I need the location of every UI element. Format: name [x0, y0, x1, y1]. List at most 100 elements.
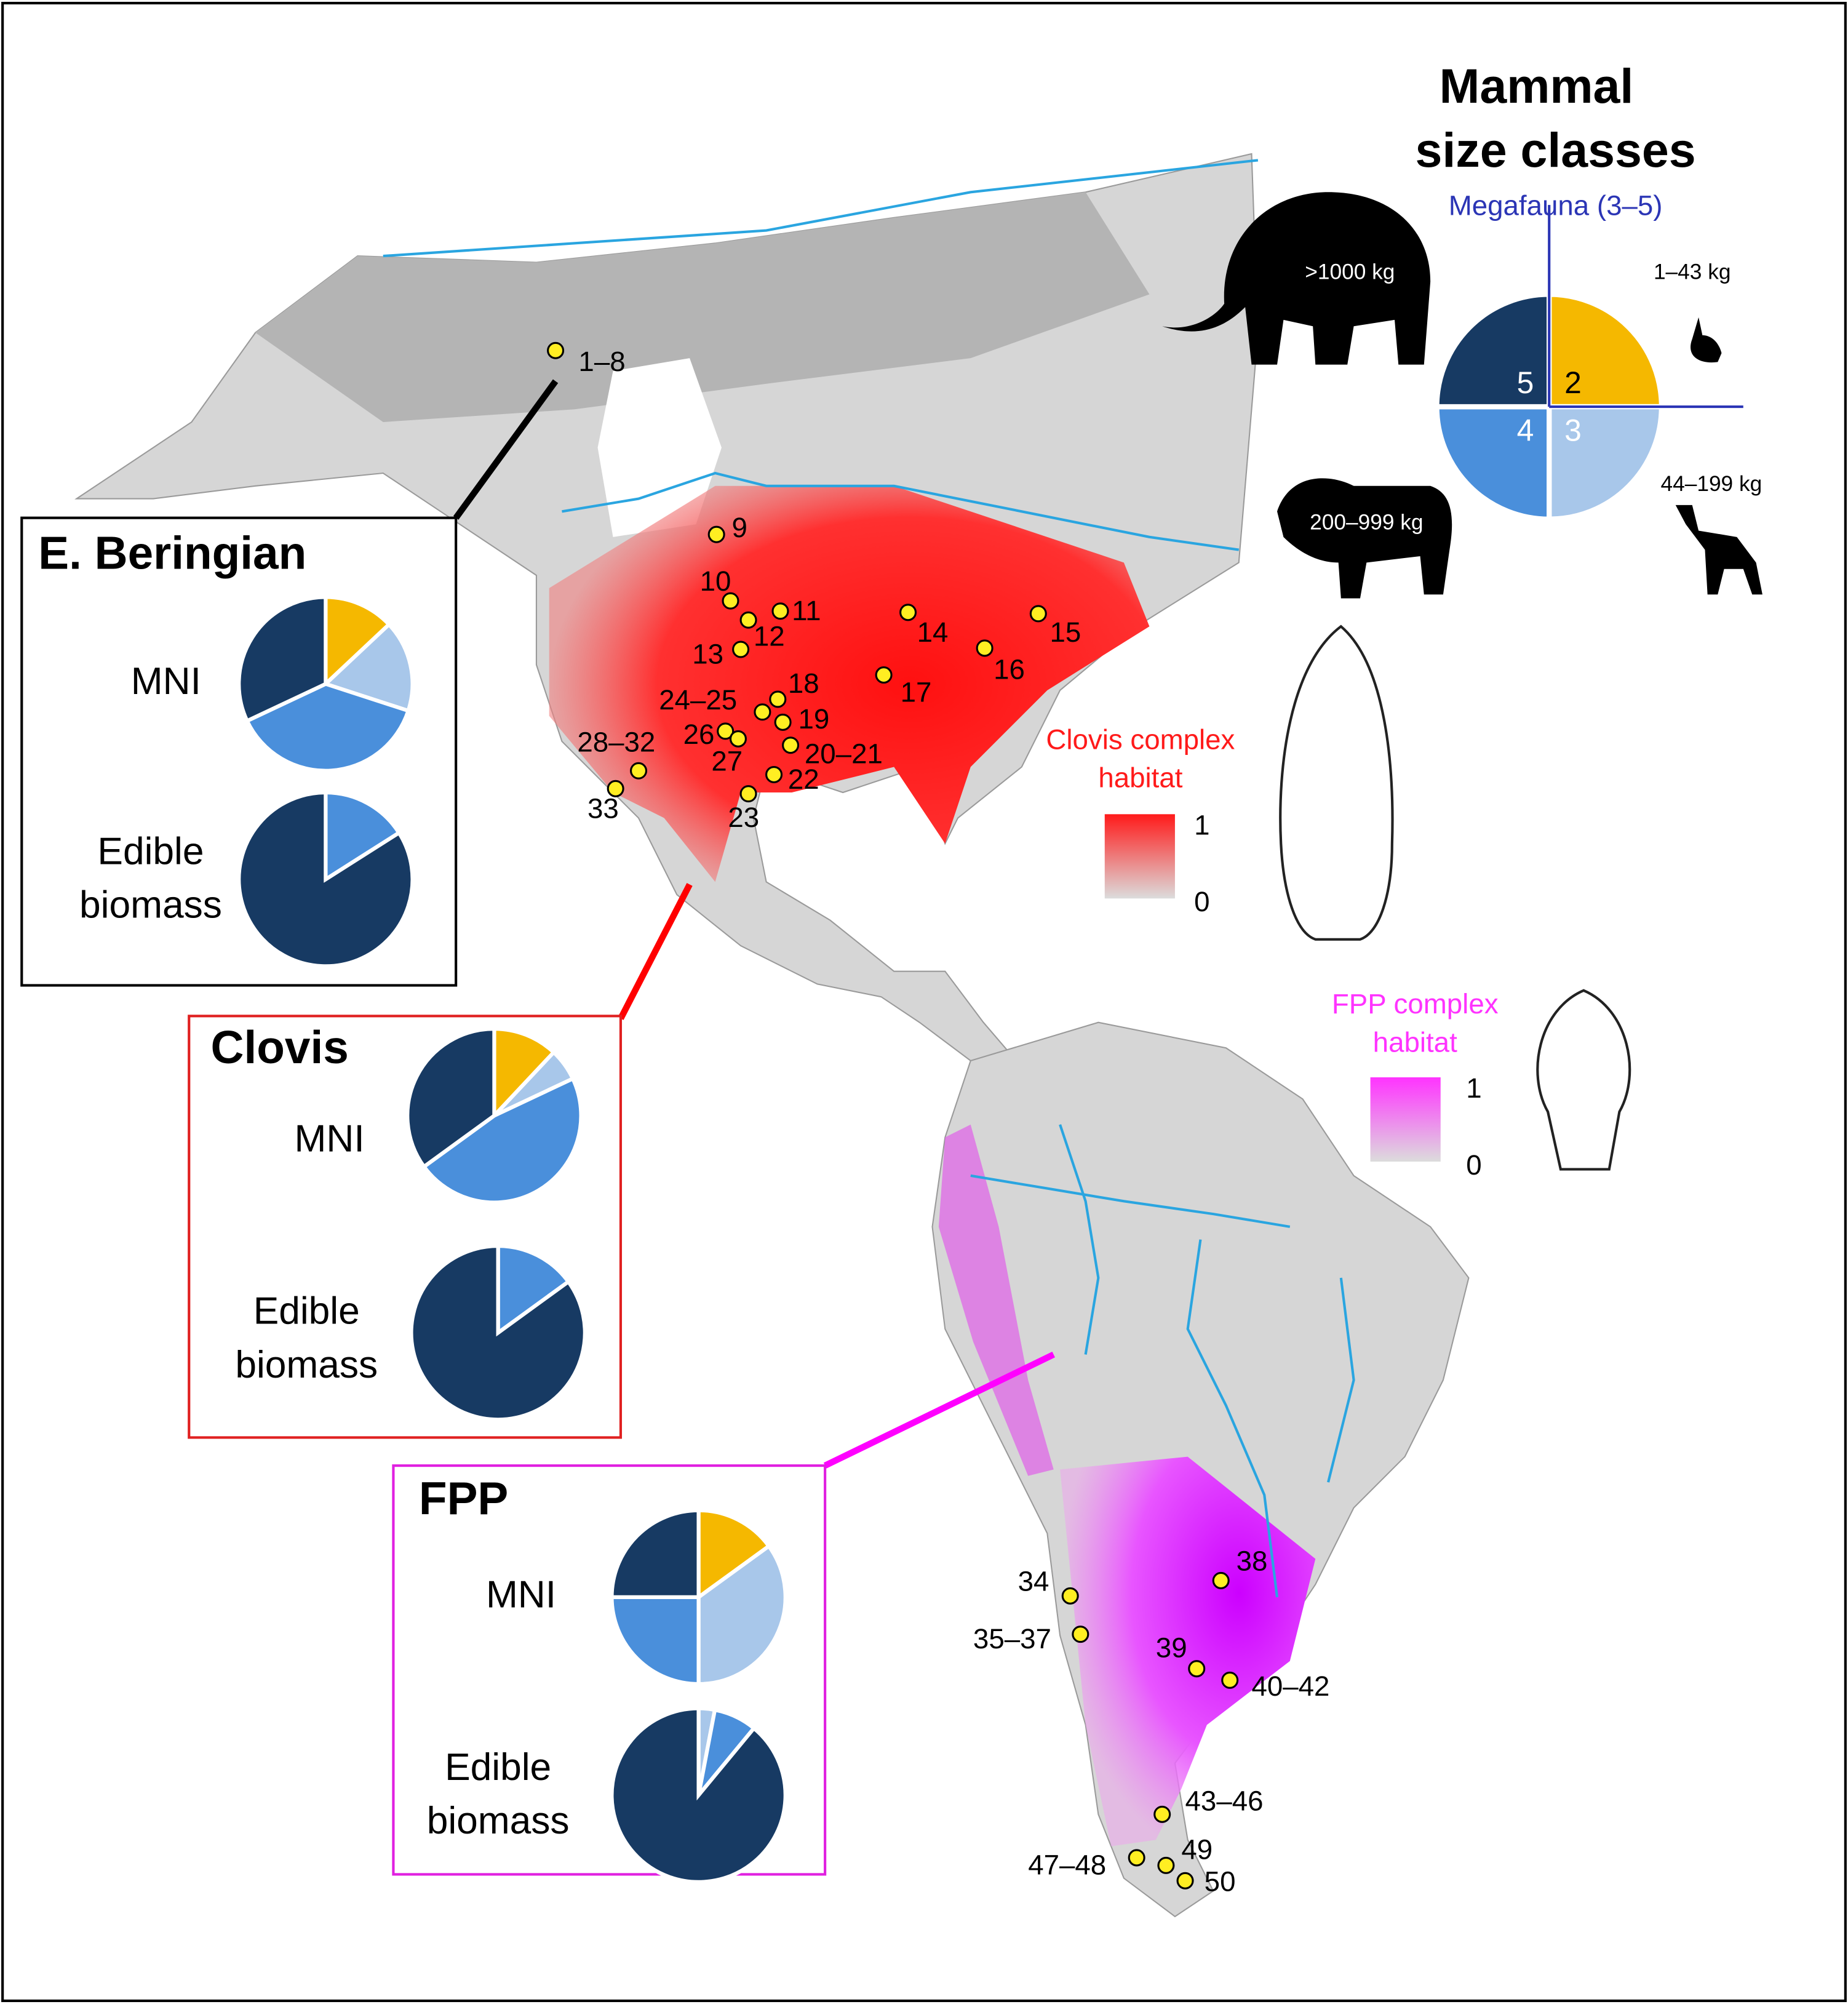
chart-label: Edible — [445, 1746, 551, 1789]
weight-label: 1–43 kg — [1654, 260, 1731, 284]
site-label: 14 — [917, 616, 949, 648]
chart-label: MNI — [486, 1574, 556, 1616]
weight-label: 200–999 kg — [1310, 510, 1423, 534]
site-marker — [1157, 1856, 1175, 1874]
pie-slice — [610, 1508, 701, 1600]
habitat-min: 0 — [1194, 886, 1209, 917]
site-label: 38 — [1237, 1545, 1268, 1576]
deer — [1675, 505, 1762, 595]
pie-slice — [324, 595, 392, 688]
habitat-label: FPP complex — [1332, 988, 1499, 1019]
pie-slice — [610, 1706, 787, 1884]
site-label: 12 — [754, 620, 785, 652]
hudson-bay — [597, 358, 722, 537]
map — [74, 153, 1470, 1918]
projectile-points — [1279, 624, 1631, 1171]
site-label: 1–8 — [578, 346, 625, 377]
title: size classes — [1416, 123, 1696, 177]
site-marker — [899, 604, 917, 621]
pie-slice — [496, 1243, 572, 1337]
size-class-quadrant — [1547, 404, 1665, 522]
site-marker — [739, 785, 757, 803]
site-marker — [875, 666, 893, 684]
site-marker — [607, 780, 624, 797]
site-label: 39 — [1156, 1632, 1187, 1663]
pie-slice — [696, 1508, 772, 1602]
habitat-min: 0 — [1466, 1149, 1481, 1181]
pie-slice — [244, 682, 411, 773]
site-marker — [765, 765, 783, 783]
site-label: 13 — [692, 638, 723, 669]
pie-slice — [324, 790, 402, 883]
site-label: 26 — [683, 719, 715, 750]
megafauna-label: Megafauna (3–5) — [1449, 190, 1663, 221]
size-class-number: 5 — [1517, 365, 1534, 400]
site-marker — [629, 762, 648, 780]
site-label: 19 — [799, 703, 830, 735]
pie-slice — [405, 1026, 496, 1170]
site-marker — [1029, 605, 1047, 623]
site-marker — [754, 703, 771, 721]
chart-label: MNI — [131, 660, 201, 703]
site-marker — [739, 611, 757, 629]
site-marker — [976, 639, 994, 657]
site-marker — [1072, 1626, 1089, 1643]
site-marker — [717, 722, 735, 740]
clovis-habitat — [549, 485, 1150, 882]
site-label: 23 — [728, 802, 759, 833]
site-label: 15 — [1049, 616, 1081, 648]
weight-label: >1000 kg — [1305, 260, 1395, 284]
site-label: 20–21 — [805, 738, 883, 769]
site-marker — [769, 690, 787, 708]
pie-slice — [237, 595, 328, 724]
site-marker — [1212, 1571, 1230, 1589]
mammoth — [1162, 192, 1431, 365]
pie-slice — [492, 1026, 557, 1121]
size-class-quadrant — [1434, 404, 1552, 522]
size-class-number: 4 — [1517, 413, 1534, 447]
andes-habitat — [938, 1124, 1054, 1476]
connector — [453, 379, 559, 520]
site-marker — [732, 640, 750, 658]
site-label: 24–25 — [659, 684, 737, 716]
site-label: 11 — [792, 595, 821, 626]
site-marker — [1153, 1805, 1171, 1823]
size-class-quadrant — [1434, 292, 1552, 410]
site-marker — [707, 525, 725, 543]
river — [970, 1174, 1291, 1228]
site-label: 10 — [700, 565, 731, 597]
site-label: 27 — [711, 746, 743, 777]
panel-title: Clovis — [211, 1021, 349, 1073]
site-label: 49 — [1181, 1834, 1213, 1865]
panel-title: FPP — [419, 1472, 508, 1524]
site-marker — [774, 713, 792, 731]
connector — [823, 1351, 1055, 1469]
site-marker — [1188, 1660, 1206, 1678]
site-label: 33 — [587, 793, 619, 824]
site-label: 34 — [1018, 1566, 1049, 1597]
site-marker — [1128, 1849, 1145, 1867]
pie-slice — [421, 1076, 583, 1205]
site-marker — [1221, 1671, 1239, 1689]
chart-label: biomass — [427, 1800, 570, 1842]
river — [1059, 1124, 1100, 1355]
site-label: 47–48 — [1028, 1849, 1106, 1880]
chart-label: Edible — [253, 1290, 360, 1333]
pie-slice — [409, 1243, 587, 1422]
site-label: 43–46 — [1185, 1786, 1264, 1817]
fpp-point — [1536, 989, 1631, 1171]
site-label: 50 — [1205, 1865, 1236, 1897]
rivers — [970, 1124, 1355, 1598]
site-label: 18 — [788, 668, 819, 699]
connector — [618, 883, 693, 1020]
pie-slice — [696, 1543, 787, 1686]
site-marker — [729, 730, 747, 748]
habitat-label: habitat — [1098, 762, 1182, 794]
rabbit — [1691, 317, 1722, 363]
clovis-point — [1279, 624, 1394, 941]
fpp-habitat — [1060, 1456, 1316, 1846]
site-marker — [771, 602, 789, 620]
